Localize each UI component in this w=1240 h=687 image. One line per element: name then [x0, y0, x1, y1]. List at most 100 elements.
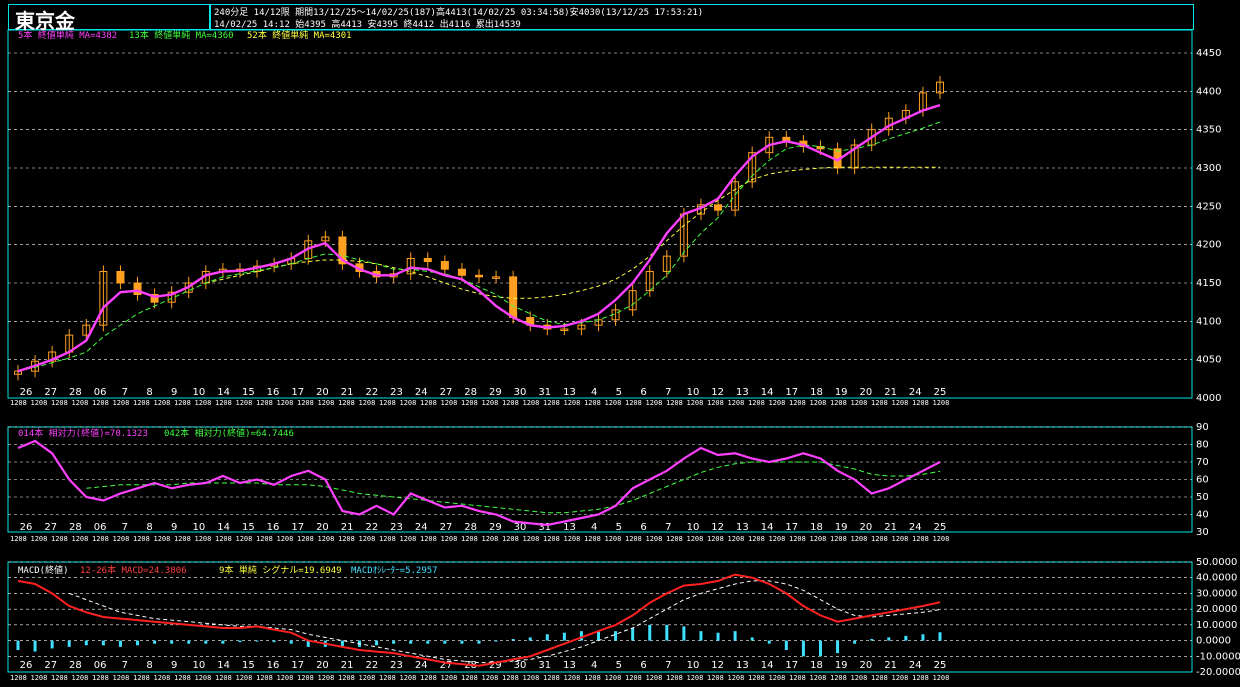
legend-rsi: 042本 相対力(終値)=64.7446: [164, 427, 294, 439]
chart-title: 東京金: [15, 9, 75, 33]
x-tick-label: 12: [711, 660, 724, 671]
x-sub-label: 1208: [769, 535, 786, 543]
x-tick-label: 4: [591, 660, 597, 671]
x-sub-label: 1208: [625, 535, 642, 543]
x-sub-label: 1208: [277, 399, 294, 407]
candle-body: [48, 351, 57, 362]
x-sub-label: 1208: [154, 535, 171, 543]
x-tick-label: 06: [94, 660, 107, 671]
x-tick-label: 7: [665, 660, 671, 671]
x-tick-label: 31: [538, 660, 551, 671]
x-sub-label: 1208: [10, 674, 27, 682]
x-sub-label: 1208: [379, 399, 396, 407]
macd-hist-bar: [204, 640, 208, 644]
x-tick-label: 20: [860, 660, 873, 671]
legend-price: 5本 終値単純 MA=4382: [18, 29, 117, 41]
y-tick-label: 30: [1196, 527, 1209, 538]
x-tick-label: 16: [267, 660, 280, 671]
x-tick-label: 10: [193, 660, 206, 671]
x-tick-label: 22: [365, 522, 378, 533]
x-sub-label: 1208: [318, 674, 335, 682]
macd-hist-bar: [187, 640, 191, 644]
macd-hist-bar: [426, 640, 430, 644]
candle-body: [936, 81, 944, 94]
x-tick-label: 28: [464, 522, 477, 533]
x-sub-label: 1208: [297, 674, 314, 682]
x-sub-label: 1208: [748, 674, 765, 682]
panel-frame: [7, 561, 1193, 673]
x-tick-label: 7: [665, 387, 671, 398]
x-sub-label: 1208: [359, 399, 376, 407]
macd-hist-bar: [733, 631, 737, 641]
x-sub-label: 1208: [31, 674, 48, 682]
x-tick-label: 13: [736, 522, 749, 533]
y-tick-label: 4100: [1196, 316, 1221, 327]
candle-body: [440, 261, 449, 270]
x-sub-label: 1208: [892, 399, 909, 407]
x-tick-label: 27: [44, 387, 57, 398]
x-tick-label: 13: [736, 387, 749, 398]
x-sub-label: 1208: [687, 399, 704, 407]
x-tick-label: 5: [616, 522, 622, 533]
x-sub-label: 1208: [523, 399, 540, 407]
x-sub-label: 1208: [666, 535, 683, 543]
x-tick-label: 27: [44, 660, 57, 671]
candle-body: [406, 257, 415, 275]
x-sub-label: 1208: [133, 399, 150, 407]
macd-hist-bar: [84, 640, 88, 646]
x-tick-label: 16: [267, 387, 280, 398]
x-tick-label: 17: [785, 522, 798, 533]
macd-hist-bar: [870, 639, 874, 641]
x-sub-label: 1208: [769, 674, 786, 682]
x-tick-label: 13: [563, 387, 576, 398]
candle-body: [577, 324, 586, 330]
x-sub-label: 1208: [400, 535, 417, 543]
macd-hist-bar: [818, 640, 822, 657]
x-sub-label: 1208: [646, 674, 663, 682]
x-sub-label: 1208: [789, 535, 806, 543]
x-tick-label: 16: [267, 522, 280, 533]
x-tick-label: 22: [365, 660, 378, 671]
x-sub-label: 1208: [769, 399, 786, 407]
x-sub-label: 1208: [277, 535, 294, 543]
x-tick-label: 23: [390, 522, 403, 533]
panel-frame: [7, 426, 1193, 533]
x-tick-label: 23: [390, 387, 403, 398]
y-tick-label: 4200: [1196, 240, 1221, 251]
x-sub-label: 1208: [584, 674, 601, 682]
legend-price: 52本 終値単純 MA=4301: [247, 29, 352, 41]
x-sub-label: 1208: [851, 535, 868, 543]
x-tick-label: 19: [835, 387, 848, 398]
x-sub-label: 1208: [646, 535, 663, 543]
x-sub-label: 1208: [441, 674, 458, 682]
x-tick-label: 9: [171, 387, 177, 398]
x-sub-label: 1208: [420, 535, 437, 543]
macd-hist-bar: [392, 640, 396, 644]
x-tick-label: 20: [860, 522, 873, 533]
macd-hist-bar: [579, 631, 583, 641]
x-tick-label: 24: [909, 660, 922, 671]
x-tick-label: 20: [316, 387, 329, 398]
panel-frame: [7, 29, 1193, 399]
x-sub-label: 1208: [584, 399, 601, 407]
y-tick-label: 4450: [1196, 48, 1221, 59]
macd-hist-bar: [597, 631, 601, 641]
x-tick-label: 30: [514, 387, 527, 398]
macd-hist-bar: [545, 634, 549, 641]
x-sub-label: 1208: [92, 399, 109, 407]
candle-body: [850, 144, 859, 169]
macd-hist-bar: [409, 640, 413, 644]
y-tick-label: 4000: [1196, 393, 1221, 404]
macd-hist-bar: [511, 639, 515, 641]
x-tick-label: 19: [835, 522, 848, 533]
x-tick-label: 28: [69, 387, 82, 398]
x-sub-label: 1208: [72, 399, 89, 407]
x-sub-label: 1208: [338, 535, 355, 543]
candle-body: [560, 328, 569, 331]
x-tick-label: 14: [761, 387, 774, 398]
x-tick-label: 14: [217, 387, 230, 398]
x-tick-label: 5: [616, 660, 622, 671]
x-tick-label: 14: [217, 660, 230, 671]
macd-hist-bar: [289, 640, 293, 644]
